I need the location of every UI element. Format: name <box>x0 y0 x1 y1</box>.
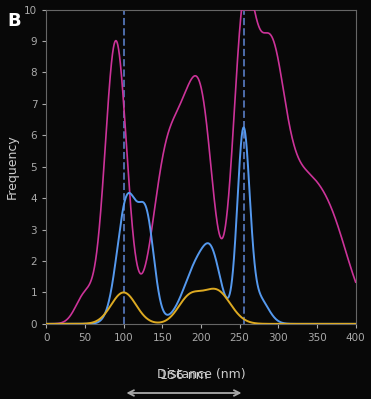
Text: B: B <box>7 12 21 30</box>
X-axis label: Distance (nm): Distance (nm) <box>157 368 245 381</box>
Text: 156 nm: 156 nm <box>160 369 208 382</box>
Y-axis label: Frequency: Frequency <box>6 134 19 199</box>
